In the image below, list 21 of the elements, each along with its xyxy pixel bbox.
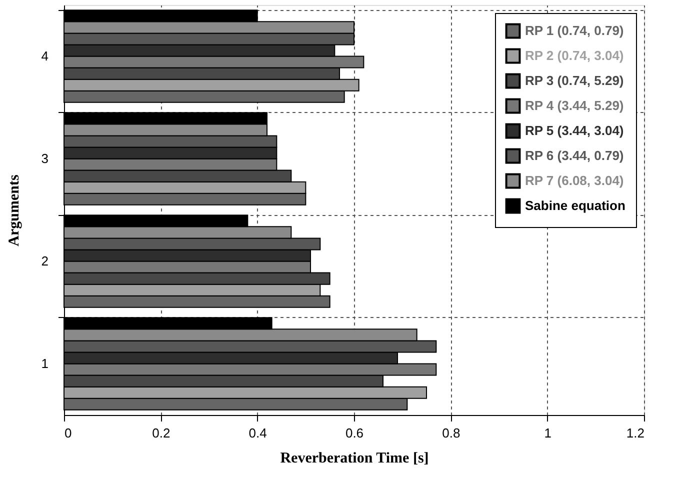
x-tick-label: 0 <box>64 426 72 440</box>
legend-label: RP 1 (0.74, 0.79) <box>525 23 624 38</box>
y-tick-label: 4 <box>41 48 48 64</box>
x-axis-title: Reverberation Time [s] <box>280 450 429 466</box>
legend-label: RP 2 (0.74, 3.04) <box>525 48 624 63</box>
legend-label: RP 5 (3.44, 3.04) <box>525 123 624 138</box>
legend-label: RP 6 (3.44, 0.79) <box>525 148 624 163</box>
y-tick-label: 1 <box>41 356 48 371</box>
x-tick-label: 0.6 <box>345 426 364 440</box>
y-tick-label: 3 <box>41 150 48 166</box>
legend-label: Sabine equation <box>525 198 626 213</box>
x-tick-label: 0.2 <box>152 426 170 440</box>
x-tick-label: 1.2 <box>626 426 644 440</box>
x-tick-label: 0.4 <box>248 426 267 440</box>
legend-label: RP 7 (6.08, 3.04) <box>525 173 624 188</box>
x-tick-label: 0.8 <box>442 426 460 440</box>
y-tick-label: 2 <box>41 253 48 268</box>
y-axis-title: Arguments <box>6 174 22 246</box>
legend-label: RP 4 (3.44, 5.29) <box>525 98 624 113</box>
x-tick-label: 1 <box>544 426 552 440</box>
legend-label: RP 3 (0.74, 5.29) <box>525 73 624 88</box>
